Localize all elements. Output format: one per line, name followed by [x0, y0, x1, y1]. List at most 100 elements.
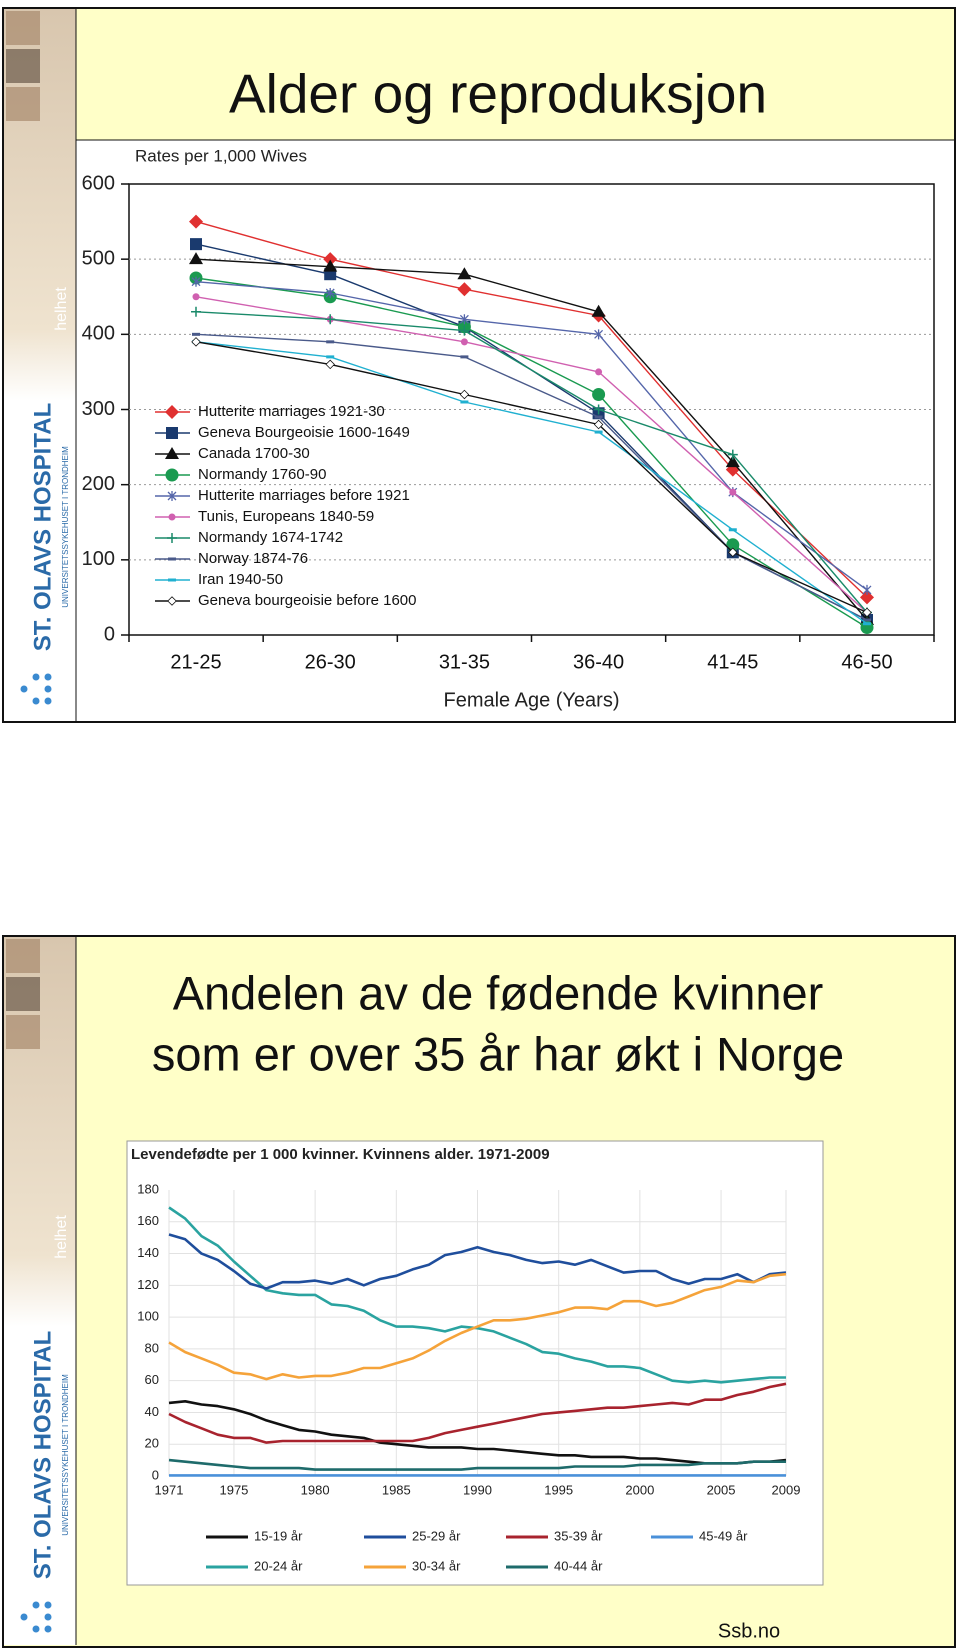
marker [165, 468, 179, 482]
y-tick-label: 0 [104, 623, 115, 645]
brand-dot [32, 1601, 40, 1609]
marker [190, 238, 202, 251]
legend-label: 35-39 år [554, 1528, 603, 1543]
marker [166, 427, 178, 439]
chart-box [126, 1140, 824, 1586]
y-tick-label: 40 [145, 1404, 159, 1419]
marker [459, 314, 469, 325]
photo-tile [6, 939, 40, 973]
marker [189, 214, 203, 229]
marker [457, 282, 472, 297]
marker [862, 607, 872, 618]
brand-dot [20, 685, 28, 693]
photo-tile [6, 1015, 40, 1049]
y-tick-label: 300 [82, 398, 115, 420]
brand-dot [32, 697, 40, 705]
y-tick-label: 60 [145, 1372, 159, 1387]
y-tick-label: 160 [137, 1213, 159, 1228]
marker [725, 455, 740, 468]
legend-label: Hutterite marriages before 1921 [198, 487, 410, 504]
x-tick-label: 1975 [219, 1482, 248, 1497]
marker [189, 252, 203, 265]
marker [168, 578, 176, 582]
x-tick-label: 41-45 [707, 651, 758, 673]
brand-dot [44, 685, 52, 693]
marker [167, 596, 177, 606]
marker [325, 314, 336, 325]
legend-label: Geneva Bourgeoisie 1600-1649 [198, 424, 410, 441]
y-tick-label: 120 [137, 1277, 159, 1292]
chart-area [76, 140, 954, 721]
x-tick-label: 46-50 [841, 651, 892, 673]
marker [167, 533, 177, 543]
motto: helhet [53, 287, 70, 331]
y-tick-label: 600 [82, 172, 115, 194]
brand-dot [20, 1613, 28, 1621]
series-line [168, 1458, 786, 1471]
marker [323, 259, 338, 272]
brand-dot [44, 673, 52, 681]
marker [594, 329, 604, 340]
brand-dot [44, 697, 52, 705]
marker [460, 338, 468, 346]
motto: helhet [53, 1215, 70, 1259]
marker [460, 355, 469, 359]
x-tick-label: 31-35 [439, 651, 490, 673]
chart-title: Levendefødte per 1 000 kvinner. Kvinnens… [131, 1146, 550, 1163]
y-tick-label: 80 [145, 1340, 159, 1355]
marker [192, 332, 200, 336]
marker [459, 389, 470, 400]
marker [191, 306, 201, 317]
brand-dot [44, 1613, 52, 1621]
marker [192, 293, 200, 301]
brand-dot [32, 673, 40, 681]
legend-label: Hutterite marriages 1921-30 [198, 403, 385, 420]
y-tick-label: 200 [82, 473, 115, 495]
legend-label: 25-29 år [412, 1528, 461, 1543]
series-line [195, 296, 868, 614]
marker [168, 557, 176, 561]
series-line [168, 1233, 787, 1290]
y-tick-label: 100 [137, 1309, 159, 1324]
marker [191, 337, 201, 347]
marker [592, 387, 606, 401]
x-tick-label: 21-25 [170, 651, 221, 673]
legend-label: 40-44 år [554, 1558, 603, 1573]
series-line [168, 1206, 786, 1384]
marker [727, 449, 738, 460]
series-line [195, 220, 868, 598]
legend-label: Geneva bourgeoisie before 1600 [198, 592, 417, 609]
legend-label: Normandy 1760-90 [198, 466, 326, 483]
brand-dot [44, 1625, 52, 1633]
marker [728, 547, 738, 558]
photo-tile [6, 87, 40, 121]
marker [165, 447, 179, 459]
series-line [195, 341, 868, 625]
slide-title-line: Andelen av de fødende kvinner [173, 966, 824, 1019]
marker [460, 400, 469, 404]
x-tick-label: 1990 [463, 1482, 492, 1497]
x-tick-label: 1995 [544, 1482, 573, 1497]
legend-label: 45-49 år [699, 1528, 748, 1543]
marker [863, 622, 871, 626]
marker [326, 340, 335, 344]
marker [167, 491, 177, 501]
marker [595, 368, 603, 376]
x-tick-label: 36-40 [573, 651, 624, 673]
x-tick-label: 26-30 [305, 651, 356, 673]
marker [591, 304, 606, 317]
marker [459, 325, 470, 336]
marker [323, 252, 338, 267]
marker [457, 267, 472, 280]
legend-label: 20-24 år [254, 1558, 303, 1573]
series-line [195, 311, 868, 613]
marker [168, 513, 176, 521]
x-axis-label: Female Age (Years) [443, 689, 619, 711]
legend-label: Iran 1940-50 [198, 571, 283, 588]
photo-tile [6, 11, 40, 45]
series-line [168, 1400, 787, 1465]
photo-tile [6, 977, 40, 1011]
series-line [195, 281, 868, 591]
